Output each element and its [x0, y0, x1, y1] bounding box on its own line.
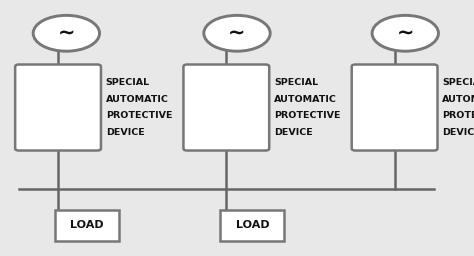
Text: PROTECTIVE: PROTECTIVE	[442, 111, 474, 120]
Text: PROTECTIVE: PROTECTIVE	[106, 111, 172, 120]
Text: AUTOMATIC: AUTOMATIC	[274, 95, 337, 104]
Text: AUTOMATIC: AUTOMATIC	[442, 95, 474, 104]
FancyBboxPatch shape	[55, 210, 118, 241]
Text: SPECIAL: SPECIAL	[106, 78, 150, 87]
Circle shape	[372, 15, 438, 51]
Text: SPECIAL: SPECIAL	[274, 78, 318, 87]
FancyBboxPatch shape	[15, 65, 101, 151]
Circle shape	[33, 15, 100, 51]
Text: ∼: ∼	[397, 23, 414, 43]
FancyBboxPatch shape	[352, 65, 438, 151]
Circle shape	[204, 15, 270, 51]
Text: ∼: ∼	[228, 23, 246, 43]
FancyBboxPatch shape	[183, 65, 269, 151]
Text: DEVICE: DEVICE	[274, 128, 313, 137]
FancyBboxPatch shape	[220, 210, 284, 241]
Text: LOAD: LOAD	[70, 220, 103, 230]
Text: AUTOMATIC: AUTOMATIC	[106, 95, 169, 104]
Text: DEVICE: DEVICE	[442, 128, 474, 137]
Text: SPECIAL: SPECIAL	[442, 78, 474, 87]
Text: ∼: ∼	[58, 23, 75, 43]
Text: DEVICE: DEVICE	[106, 128, 145, 137]
Text: LOAD: LOAD	[236, 220, 269, 230]
Text: PROTECTIVE: PROTECTIVE	[274, 111, 340, 120]
